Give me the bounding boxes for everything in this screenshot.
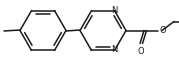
Text: O: O	[138, 47, 144, 56]
Text: N: N	[111, 45, 118, 54]
Text: O: O	[160, 26, 167, 35]
Text: N: N	[111, 6, 118, 15]
